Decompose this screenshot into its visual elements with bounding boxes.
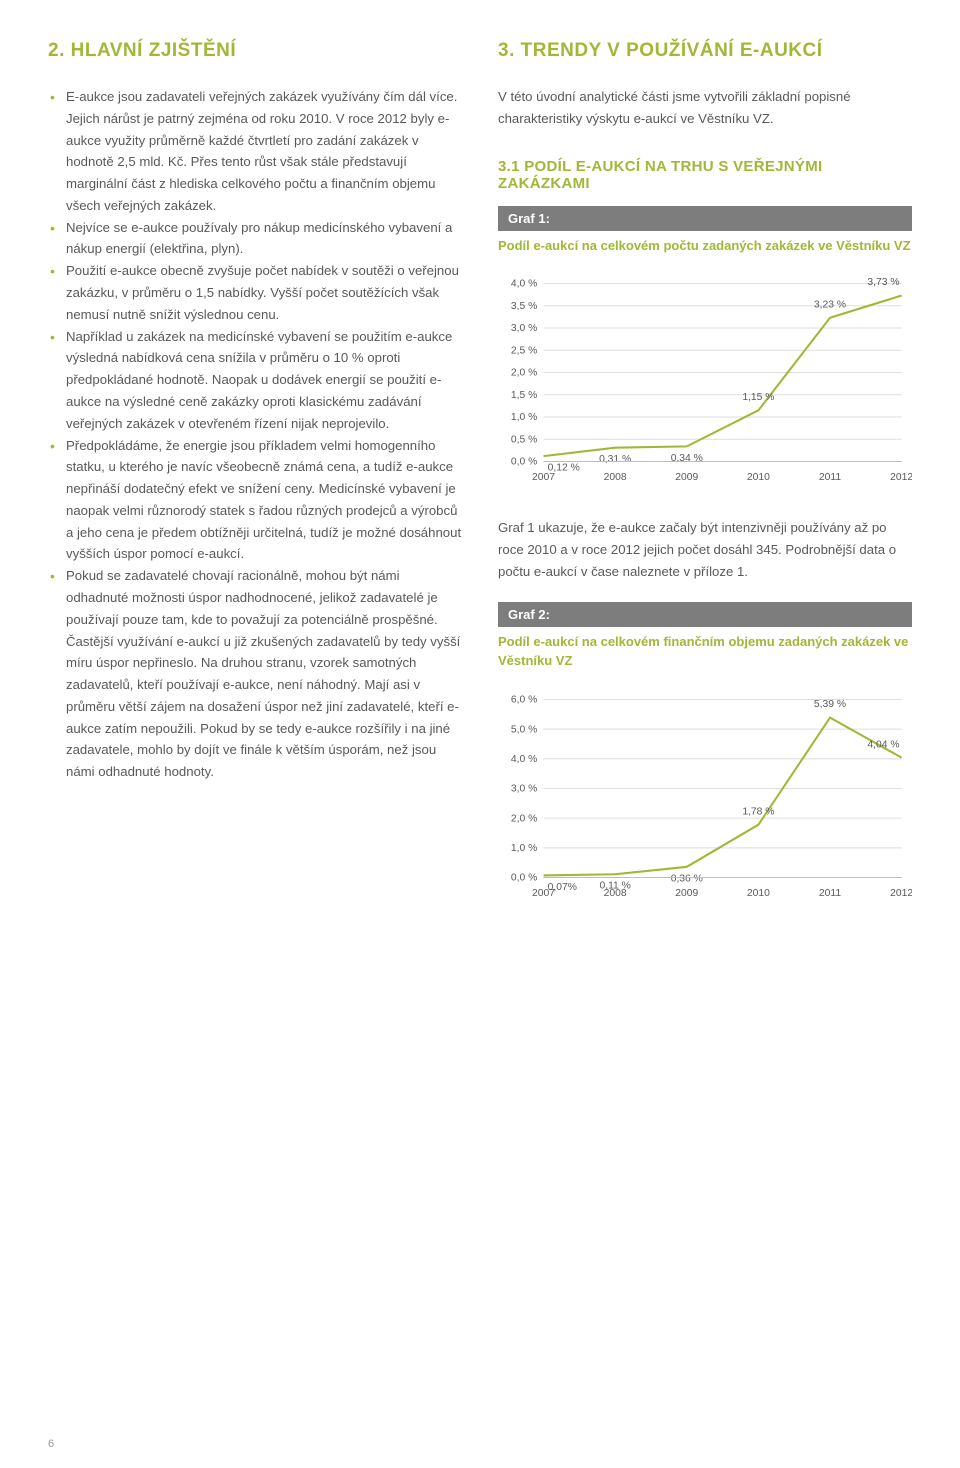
findings-list: E-aukce jsou zadavateli veřejných zakáze… (48, 86, 462, 783)
list-item: Nejvíce se e-aukce používaly pro nákup m… (48, 217, 462, 261)
list-item: Například u zakázek na medicínské vybave… (48, 326, 462, 435)
svg-text:2008: 2008 (604, 888, 627, 899)
svg-text:2009: 2009 (675, 888, 698, 899)
svg-text:2010: 2010 (747, 888, 770, 899)
svg-text:2,0 %: 2,0 % (511, 368, 537, 379)
after-graf1-text: Graf 1 ukazuje, že e-aukce začaly být in… (498, 517, 912, 582)
graf1-caption: Podíl e-aukcí na celkovém počtu zadaných… (498, 237, 912, 256)
svg-text:2009: 2009 (675, 473, 698, 484)
svg-text:4,04 %: 4,04 % (867, 739, 899, 750)
graf1-bar: Graf 1: (498, 206, 912, 231)
list-item: Předpokládáme, že energie jsou příkladem… (48, 435, 462, 566)
svg-text:2011: 2011 (819, 473, 841, 484)
svg-text:0,36 %: 0,36 % (671, 873, 703, 884)
list-item: E-aukce jsou zadavateli veřejných zakáze… (48, 86, 462, 217)
svg-text:3,0 %: 3,0 % (511, 324, 537, 335)
svg-text:1,78 %: 1,78 % (742, 806, 774, 817)
svg-text:2012: 2012 (890, 888, 912, 899)
list-item: Pokud se zadavatelé chovají racionálně, … (48, 565, 462, 783)
svg-text:0,0 %: 0,0 % (511, 873, 537, 884)
graf2-bar: Graf 2: (498, 602, 912, 627)
svg-text:2011: 2011 (819, 888, 841, 899)
svg-text:1,0 %: 1,0 % (511, 843, 537, 854)
svg-text:3,23 %: 3,23 % (814, 300, 846, 311)
subsection-title: 3.1 PODÍL E-AUKCÍ NA TRHU S VEŘEJNÝMI ZA… (498, 158, 912, 192)
graf2-chart: 0,0 %1,0 %2,0 %3,0 %4,0 %5,0 %6,0 %0,07%… (498, 685, 912, 913)
svg-text:0,0 %: 0,0 % (511, 457, 537, 468)
svg-text:1,15 %: 1,15 % (742, 392, 774, 403)
svg-text:3,73 %: 3,73 % (867, 278, 899, 289)
svg-text:0,5 %: 0,5 % (511, 435, 537, 446)
section-title-left: 2. HLAVNÍ ZJIŠTĚNÍ (48, 40, 462, 62)
svg-text:1,0 %: 1,0 % (511, 413, 537, 424)
svg-text:4,0 %: 4,0 % (511, 279, 537, 290)
svg-text:2012: 2012 (890, 473, 912, 484)
svg-text:0,31 %: 0,31 % (599, 455, 631, 466)
section-title-right: 3. TRENDY V POUŽÍVÁNÍ E-AUKCÍ (498, 40, 912, 62)
intro-text: V této úvodní analytické části jsme vytv… (498, 86, 912, 130)
svg-text:3,0 %: 3,0 % (511, 784, 537, 795)
list-item: Použití e-aukce obecně zvyšuje počet nab… (48, 260, 462, 325)
svg-text:2007: 2007 (532, 888, 555, 899)
svg-text:2008: 2008 (604, 473, 627, 484)
page-number: 6 (48, 1438, 54, 1450)
svg-text:4,0 %: 4,0 % (511, 754, 537, 765)
svg-text:1,5 %: 1,5 % (511, 390, 537, 401)
svg-text:6,0 %: 6,0 % (511, 695, 537, 706)
svg-text:2,0 %: 2,0 % (511, 813, 537, 824)
graf1-chart: 0,0 % 0,5 % 1,0 % 1,5 % 2,0 % 2,5 % 3,0 % 3,5 %… (498, 269, 912, 497)
svg-text:2010: 2010 (747, 473, 770, 484)
svg-text:0,34 %: 0,34 % (671, 453, 703, 464)
svg-text:5,0 %: 5,0 % (511, 724, 537, 735)
graf2-caption: Podíl e-aukcí na celkovém finančním obje… (498, 633, 912, 671)
svg-text:2007: 2007 (532, 473, 555, 484)
svg-text:2,5 %: 2,5 % (511, 346, 537, 357)
svg-text:5,39 %: 5,39 % (814, 699, 846, 710)
svg-text:3,5 %: 3,5 % (511, 301, 537, 312)
